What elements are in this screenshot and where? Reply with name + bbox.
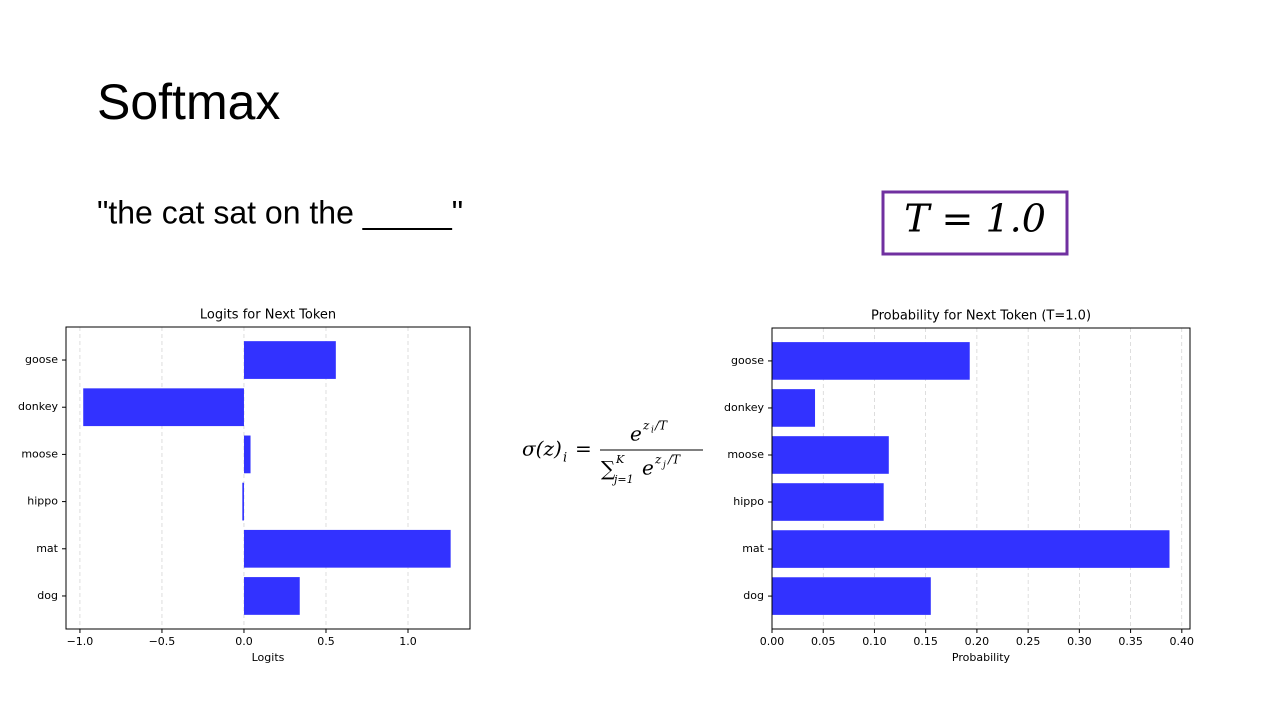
formula-num-base: e	[630, 422, 642, 446]
y-tick-label: dog	[37, 589, 58, 602]
y-tick-label: goose	[25, 353, 58, 366]
bar	[243, 435, 251, 474]
formula-num-exp: z	[642, 419, 650, 433]
formula-den-exp: z	[654, 453, 662, 467]
temperature-box	[881, 190, 1069, 256]
formula-lhs: σ(z)	[522, 437, 562, 461]
y-tick-label: donkey	[18, 400, 58, 413]
y-tick-label: dog	[743, 589, 764, 602]
x-axis-label: Logits	[252, 651, 285, 664]
plot-frame	[771, 327, 1191, 630]
slide-title: Softmax	[97, 74, 280, 130]
formula-den-exp-rest: /T	[667, 453, 681, 467]
x-tick-label: −1.0	[67, 635, 94, 648]
prompt: "the cat sat on the _____"	[97, 194, 463, 230]
x-axis-label: Probability	[952, 651, 1011, 664]
formula-sum-sup: K	[615, 453, 625, 466]
x-tick-label: 0.25	[1016, 635, 1041, 648]
formula-sum: ∑	[601, 457, 616, 481]
plot-frame	[65, 326, 471, 630]
y-tick-label: goose	[731, 354, 764, 367]
formula-num-exp-sub: i	[651, 426, 654, 436]
x-tick-label: 1.0	[399, 635, 417, 648]
bar	[772, 342, 970, 380]
formula: σ(z) i = e z i /T ∑ j=1 K e z j /T	[522, 419, 703, 486]
chart-title: Probability for Next Token (T=1.0)	[871, 309, 1091, 324]
bar	[772, 530, 1170, 568]
y-tick-label: mat	[36, 542, 58, 555]
x-tick-label: 0.5	[317, 635, 335, 648]
bar	[83, 388, 244, 427]
formula-den-base: e	[642, 456, 654, 480]
chart-title: Logits for Next Token	[200, 308, 336, 323]
bar	[772, 577, 931, 615]
formula-den-exp-sub: j	[661, 461, 666, 471]
x-tick-label: 0.05	[811, 635, 836, 648]
bar	[772, 389, 816, 427]
x-tick-label: 0.40	[1170, 635, 1195, 648]
formula-equals: =	[575, 437, 592, 461]
bar	[243, 341, 336, 379]
x-tick-label: 0.00	[760, 635, 785, 648]
x-tick-label: 0.20	[965, 635, 990, 648]
x-tick-label: 0.30	[1067, 635, 1092, 648]
x-tick-label: 0.35	[1118, 635, 1143, 648]
x-tick-label: 0.0	[235, 635, 253, 648]
y-tick-label: hippo	[27, 495, 58, 508]
y-tick-label: mat	[742, 542, 764, 555]
x-tick-label: 0.10	[862, 635, 887, 648]
temperature-label: T = 1.0	[904, 197, 1046, 241]
formula-lhs-sub: i	[563, 451, 567, 466]
x-tick-label: −0.5	[149, 635, 176, 648]
y-tick-label: moose	[21, 447, 58, 460]
bar	[772, 436, 889, 474]
y-tick-label: donkey	[724, 401, 764, 414]
x-tick-label: 0.15	[913, 635, 938, 648]
bar	[242, 482, 244, 521]
formula-num-exp-rest: /T	[654, 419, 668, 433]
bar	[243, 577, 300, 615]
bar	[772, 483, 884, 521]
bar	[243, 529, 451, 568]
y-tick-label: hippo	[733, 495, 764, 508]
y-tick-label: moose	[727, 448, 764, 461]
formula-sum-sub: j=1	[611, 473, 634, 486]
